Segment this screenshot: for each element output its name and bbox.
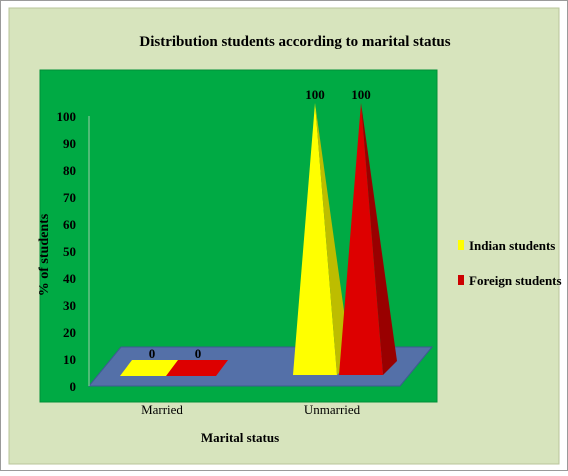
data-label-foreign-students-unmarried: 100	[351, 87, 371, 102]
y-tick-label-90: 90	[63, 136, 76, 151]
bar-foreign-students-married	[166, 360, 228, 376]
y-axis-label: % of students	[37, 213, 52, 296]
data-label-foreign-students-married: 0	[195, 346, 202, 361]
y-tick-label-30: 30	[63, 298, 76, 313]
x-tick-label-unmarried: Unmarried	[304, 402, 361, 417]
legend-label-indian: Indian students	[469, 238, 555, 253]
bar-side-foreign-students-unmarried	[361, 103, 397, 375]
legend-swatch-indian	[458, 240, 464, 250]
y-tick-label-80: 80	[63, 163, 76, 178]
bars	[120, 103, 397, 376]
y-tick-label-10: 10	[63, 352, 76, 367]
y-tick-label-40: 40	[63, 271, 76, 286]
y-axis-ticks: 0 10 20 30 40 50 60 70 80 90 100	[57, 109, 77, 394]
y-tick-label-50: 50	[63, 244, 76, 259]
x-axis-label: Marital status	[201, 430, 279, 445]
chart-title: Distribution students according to marit…	[139, 34, 450, 50]
y-tick-label-70: 70	[63, 190, 76, 205]
legend-label-foreign: Foreign students	[469, 273, 562, 288]
bar-indian-students-unmarried	[293, 103, 337, 375]
bar-side-indian-students-unmarried	[315, 103, 351, 375]
legend-swatch-foreign	[458, 275, 464, 285]
data-label-indian-students-married: 0	[149, 346, 156, 361]
y-tick-label-20: 20	[63, 325, 76, 340]
data-labels: 0 100 0 100	[149, 87, 371, 361]
legend: Indian students Foreign students	[458, 238, 562, 288]
bar-indian-students-married	[120, 360, 182, 376]
y-tick-label-100: 100	[57, 109, 77, 124]
y-tick-label-60: 60	[63, 217, 76, 232]
y-tick-label-0: 0	[70, 379, 77, 394]
data-label-indian-students-unmarried: 100	[305, 87, 325, 102]
bar-foreign-students-unmarried	[339, 103, 383, 375]
x-tick-label-married: Married	[141, 402, 183, 417]
